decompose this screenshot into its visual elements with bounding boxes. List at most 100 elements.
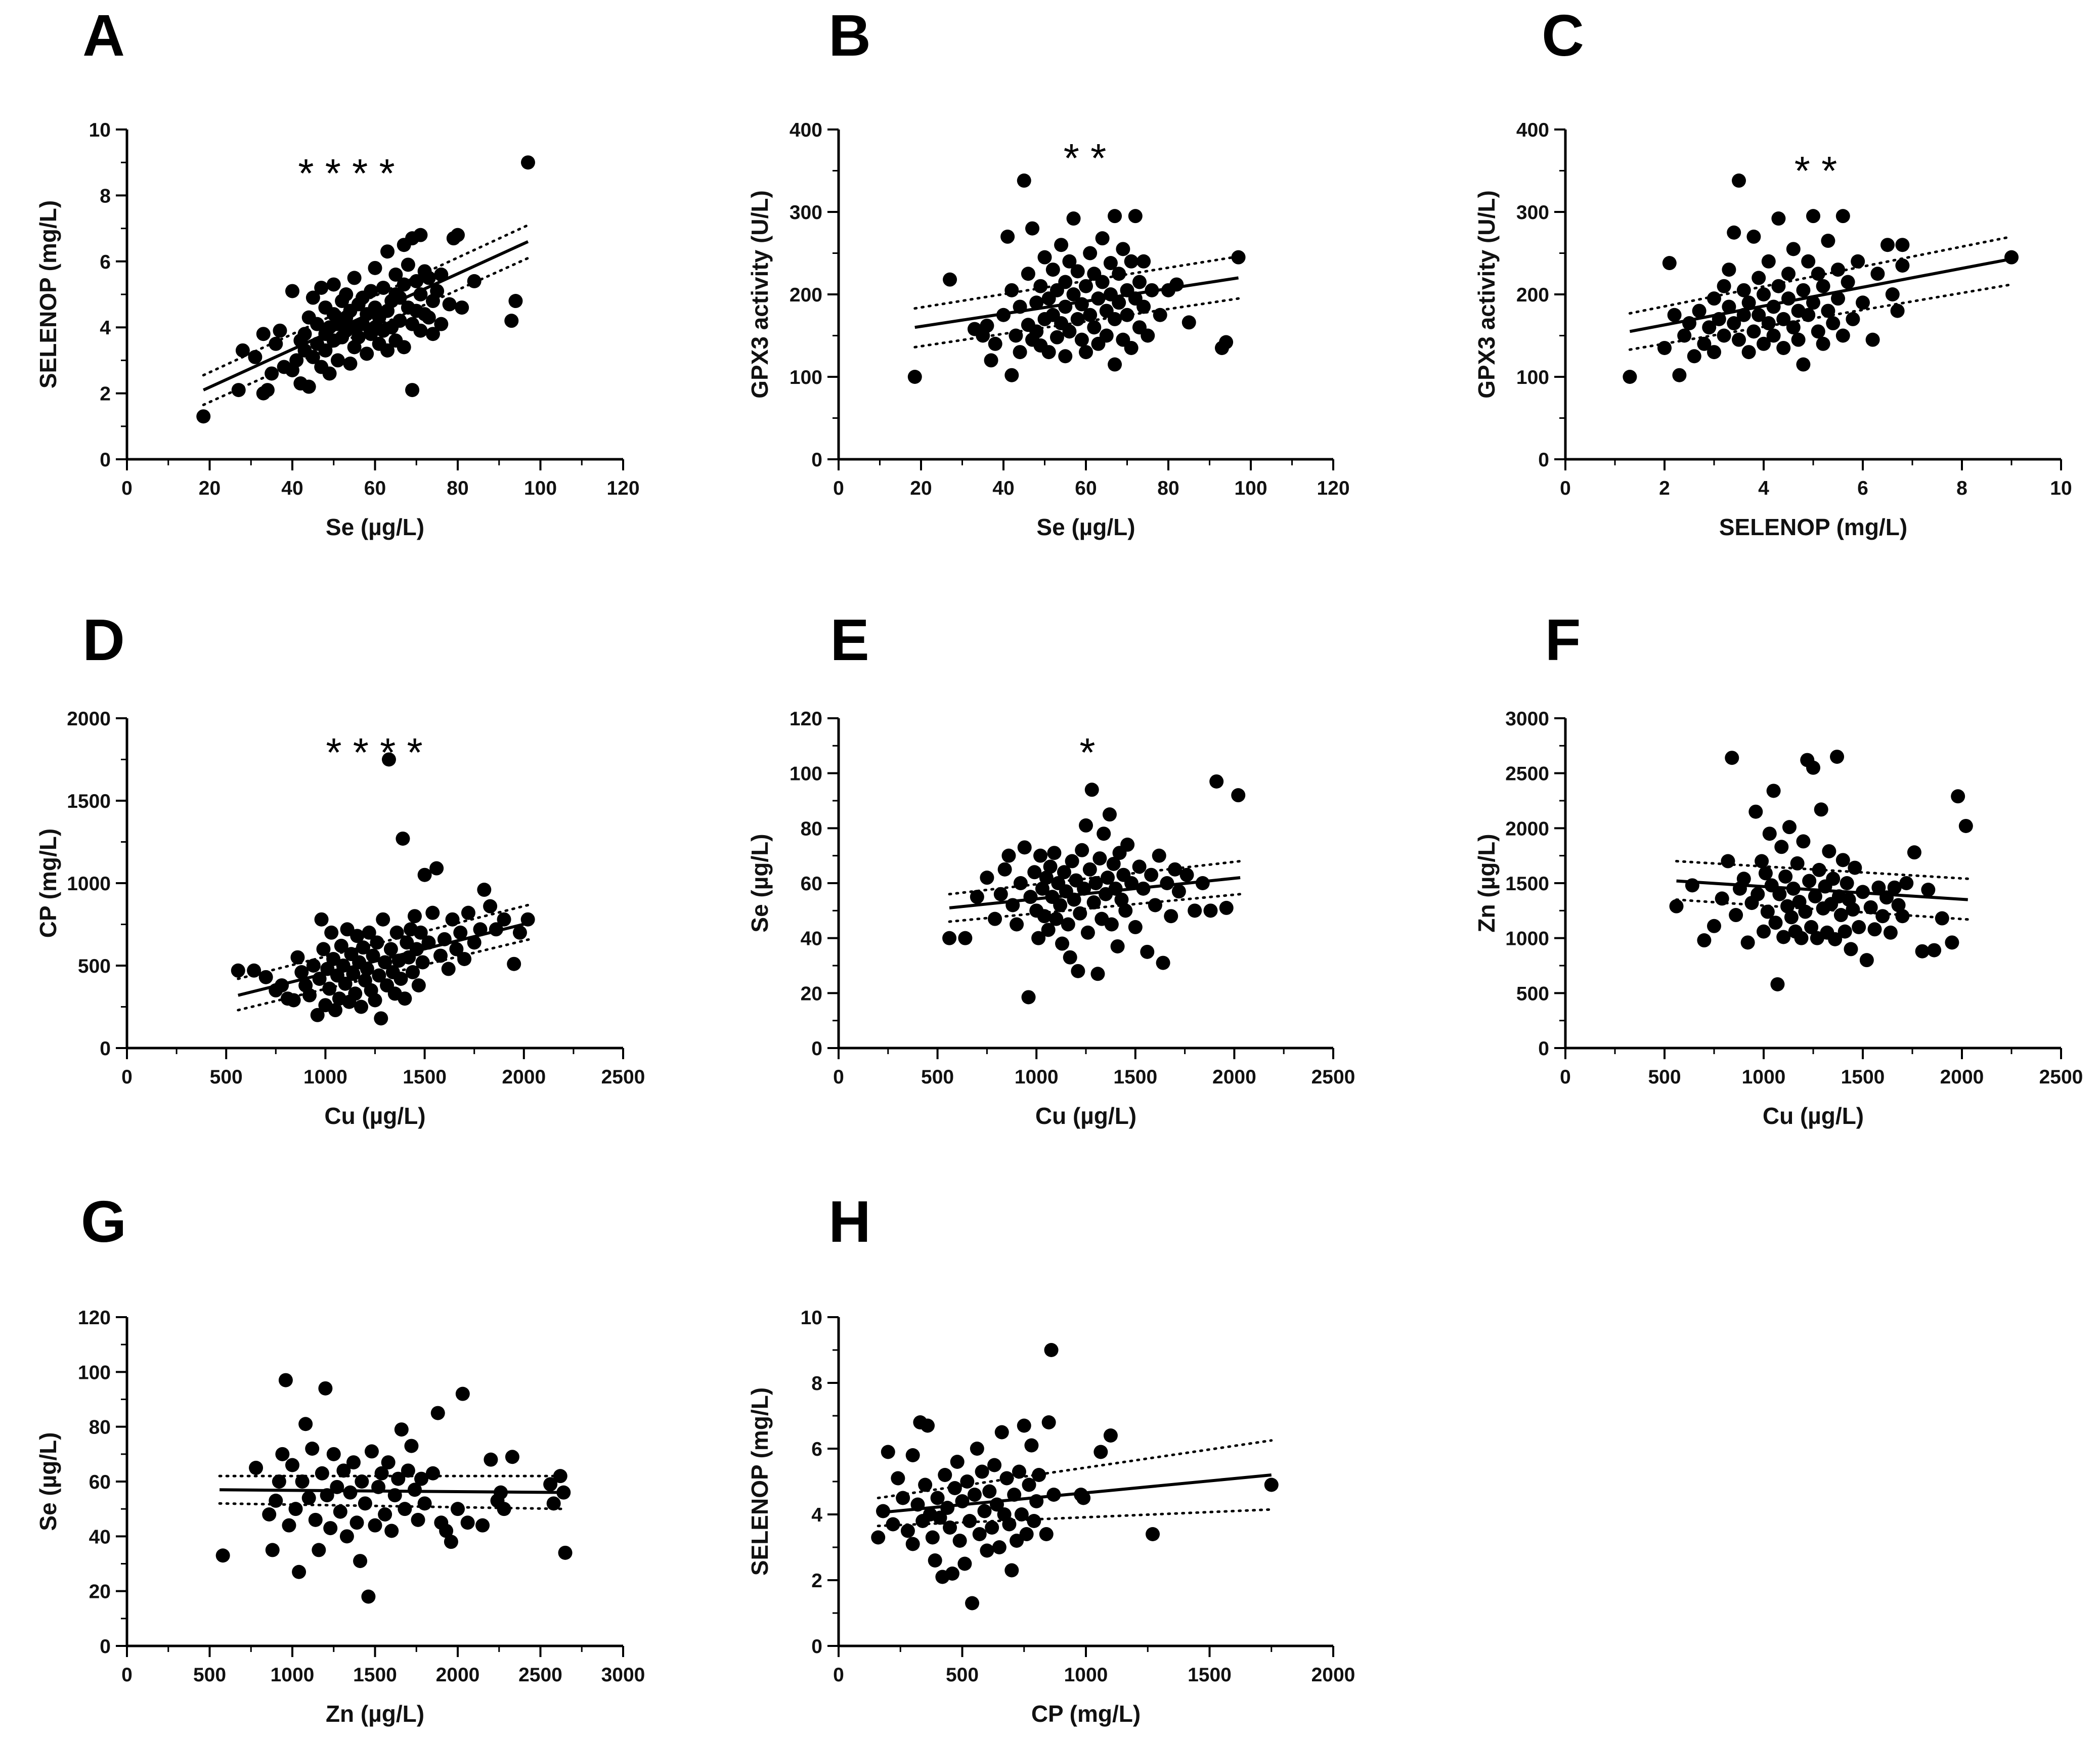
ci-upper-line — [948, 860, 1242, 896]
x-tick-label: 1000 — [303, 1066, 347, 1088]
y-tick-label: 8 — [100, 185, 111, 207]
data-point — [262, 1507, 277, 1521]
x-tick-label: 500 — [210, 1066, 243, 1088]
data-point — [1027, 865, 1042, 880]
data-point — [1771, 211, 1786, 226]
data-point — [349, 1515, 364, 1530]
x-tick-label: 40 — [281, 477, 303, 499]
data-point — [1729, 908, 1743, 923]
data-point — [301, 379, 316, 394]
data-point — [368, 1518, 382, 1533]
data-point — [1776, 340, 1791, 355]
data-point — [314, 912, 329, 927]
data-point — [1066, 287, 1081, 301]
data-point — [1757, 287, 1771, 301]
y-tick-label: 0 — [811, 1038, 822, 1060]
data-point — [1766, 784, 1781, 798]
ci-lower-line — [948, 893, 1242, 923]
data-point — [1669, 899, 1684, 914]
data-point — [1065, 854, 1079, 868]
data-point — [445, 912, 460, 927]
data-point — [938, 1468, 952, 1482]
data-point — [1045, 263, 1060, 277]
panel-letter: H — [828, 1189, 871, 1254]
x-tick-label: 1000 — [1015, 1066, 1059, 1088]
data-point — [930, 1491, 945, 1505]
data-point — [1848, 860, 1862, 875]
y-tick-label: 400 — [790, 119, 822, 141]
data-point — [993, 887, 1008, 901]
x-tick-label: 500 — [946, 1664, 979, 1686]
data-point — [1153, 308, 1167, 322]
data-point — [413, 228, 428, 242]
data-point — [1875, 909, 1890, 924]
x-axis-label: Cu (µg/L) — [1035, 1103, 1136, 1129]
data-point — [409, 274, 424, 288]
data-point — [1023, 890, 1038, 904]
data-point — [1024, 1438, 1039, 1453]
panel-b: B 0 20 40 60 80 100 120 0 100 200 300 400 Se (µg/L) GP… — [747, 3, 1350, 540]
data-point — [312, 1543, 326, 1557]
data-point — [965, 1596, 980, 1611]
data-point — [1697, 336, 1712, 351]
data-point — [1182, 315, 1196, 330]
data-point — [1075, 843, 1089, 857]
data-point — [943, 272, 957, 287]
y-tick-label: 6 — [100, 251, 111, 273]
panel-g: G 0 500 1000 1500 2000 2500 3000 0 20 40 60 80 100 120… — [35, 1189, 645, 1727]
regression-line — [914, 276, 1239, 329]
y-tick-label: 10 — [801, 1307, 822, 1329]
data-point — [1141, 328, 1155, 343]
data-point — [1112, 267, 1126, 281]
data-point — [1062, 324, 1077, 339]
data-point — [1039, 871, 1054, 885]
significance-label: * — [1079, 730, 1095, 775]
data-point — [1188, 903, 1202, 918]
y-axis-label: CP (mg/L) — [35, 829, 61, 938]
data-point — [361, 1589, 376, 1604]
panel-letter: E — [830, 607, 869, 673]
x-tick-label: 2500 — [2039, 1066, 2083, 1088]
data-point — [285, 1458, 299, 1472]
data-point — [1804, 920, 1819, 934]
data-point — [2004, 250, 2019, 265]
y-tick-label: 3000 — [1505, 708, 1549, 730]
data-point — [336, 1463, 351, 1478]
data-point — [1811, 267, 1825, 281]
data-point — [1014, 1507, 1029, 1521]
data-point — [272, 1474, 286, 1489]
data-point — [977, 1504, 992, 1518]
data-point — [1049, 330, 1064, 344]
y-tick-label: 40 — [801, 928, 822, 950]
data-point — [1851, 254, 1865, 269]
x-axis-label: SELENOP (mg/L) — [1719, 514, 1907, 540]
data-point — [1219, 335, 1234, 350]
data-point — [334, 938, 348, 953]
data-point — [451, 1502, 465, 1516]
y-tick-label: 100 — [790, 763, 822, 785]
data-point — [380, 244, 395, 259]
data-point — [1895, 238, 1910, 252]
data-point — [1132, 859, 1147, 874]
ci-upper-line — [1675, 860, 1970, 880]
data-point — [1120, 837, 1135, 852]
data-point — [1826, 316, 1841, 331]
data-point — [285, 284, 299, 298]
data-point — [1721, 854, 1735, 868]
regression-line — [878, 1473, 1272, 1514]
y-tick-label: 300 — [790, 202, 822, 224]
data-point — [364, 1444, 379, 1459]
y-tick-label: 1500 — [1505, 873, 1549, 895]
panel-letter: D — [82, 607, 125, 673]
data-point — [258, 970, 273, 984]
data-point — [338, 976, 353, 991]
data-point — [1066, 211, 1081, 226]
x-tick-label: 2500 — [601, 1066, 645, 1088]
data-point — [368, 993, 382, 1008]
data-point — [1828, 932, 1843, 946]
data-point — [1041, 923, 1056, 937]
x-tick-label: 0 — [121, 1664, 133, 1686]
data-point — [398, 1502, 412, 1516]
data-point — [1748, 804, 1763, 819]
